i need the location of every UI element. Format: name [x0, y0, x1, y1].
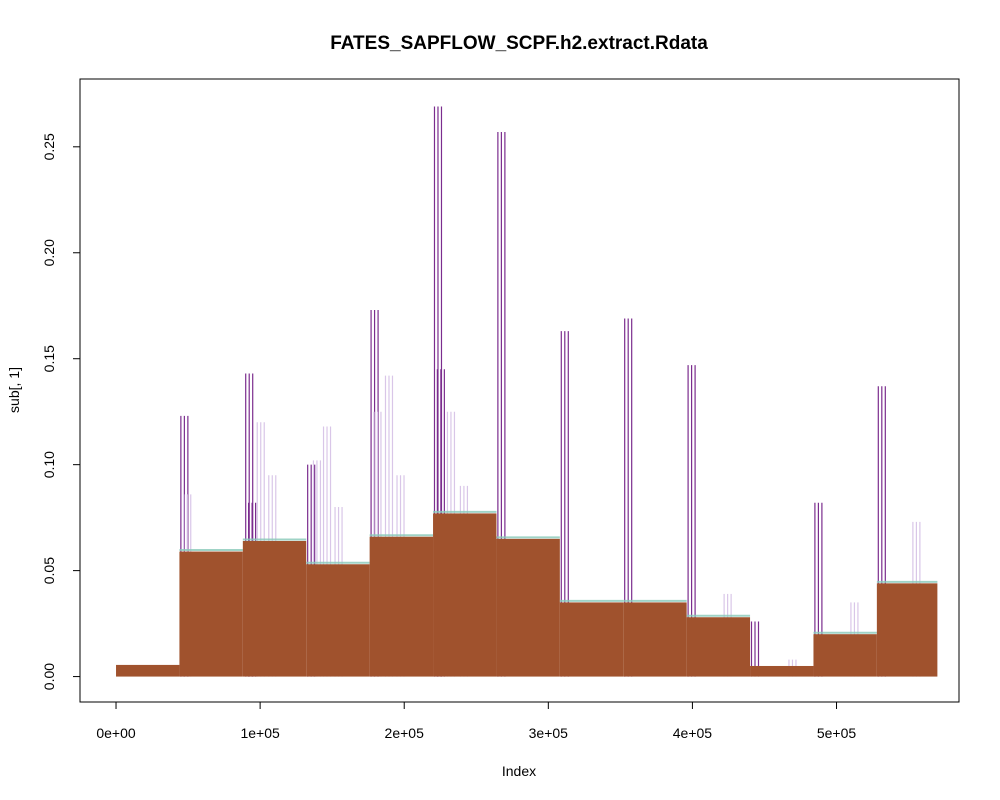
data-segment-3	[306, 564, 370, 677]
data-segment-12	[876, 583, 938, 677]
y-tick-label-0: 0.00	[41, 663, 57, 690]
data-segment-11	[813, 634, 877, 677]
y-tick-label-4: 0.20	[41, 239, 57, 266]
data-segment-8	[623, 602, 687, 677]
x-tick-label-4: 4e+05	[673, 725, 713, 741]
data-segment-9	[686, 617, 751, 677]
y-tick-label-3: 0.15	[41, 345, 57, 372]
fill-layer	[116, 510, 938, 677]
x-axis-label: Index	[502, 763, 536, 779]
x-tick-label-0: 0e+00	[96, 725, 136, 741]
x-tick-label-1: 1e+05	[240, 725, 280, 741]
data-segment-5	[433, 513, 497, 677]
data-segment-0	[116, 664, 180, 677]
chart-title: FATES_SAPFLOW_SCPF.h2.extract.Rdata	[330, 33, 708, 54]
data-segment-1	[179, 551, 243, 677]
y-tick-label-5: 0.25	[41, 133, 57, 160]
y-tick-label-1: 0.05	[41, 557, 57, 584]
x-tick-label-3: 3e+05	[529, 725, 569, 741]
x-tick-label-5: 5e+05	[817, 725, 857, 741]
data-segment-2	[242, 540, 307, 677]
y-axis-label: sub[, 1]	[6, 367, 22, 413]
x-tick-label-2: 2e+05	[385, 725, 425, 741]
data-segment-10	[750, 665, 814, 677]
x-axis: 0e+00 1e+05 2e+05 3e+05 4e+05 5e+05	[96, 701, 857, 741]
y-tick-label-2: 0.10	[41, 451, 57, 478]
y-axis: 0.00 0.05 0.10 0.15 0.20 0.25	[41, 133, 81, 690]
data-segment-4	[369, 536, 434, 677]
data-segment-6	[496, 538, 560, 677]
data-segment-7	[559, 602, 624, 677]
